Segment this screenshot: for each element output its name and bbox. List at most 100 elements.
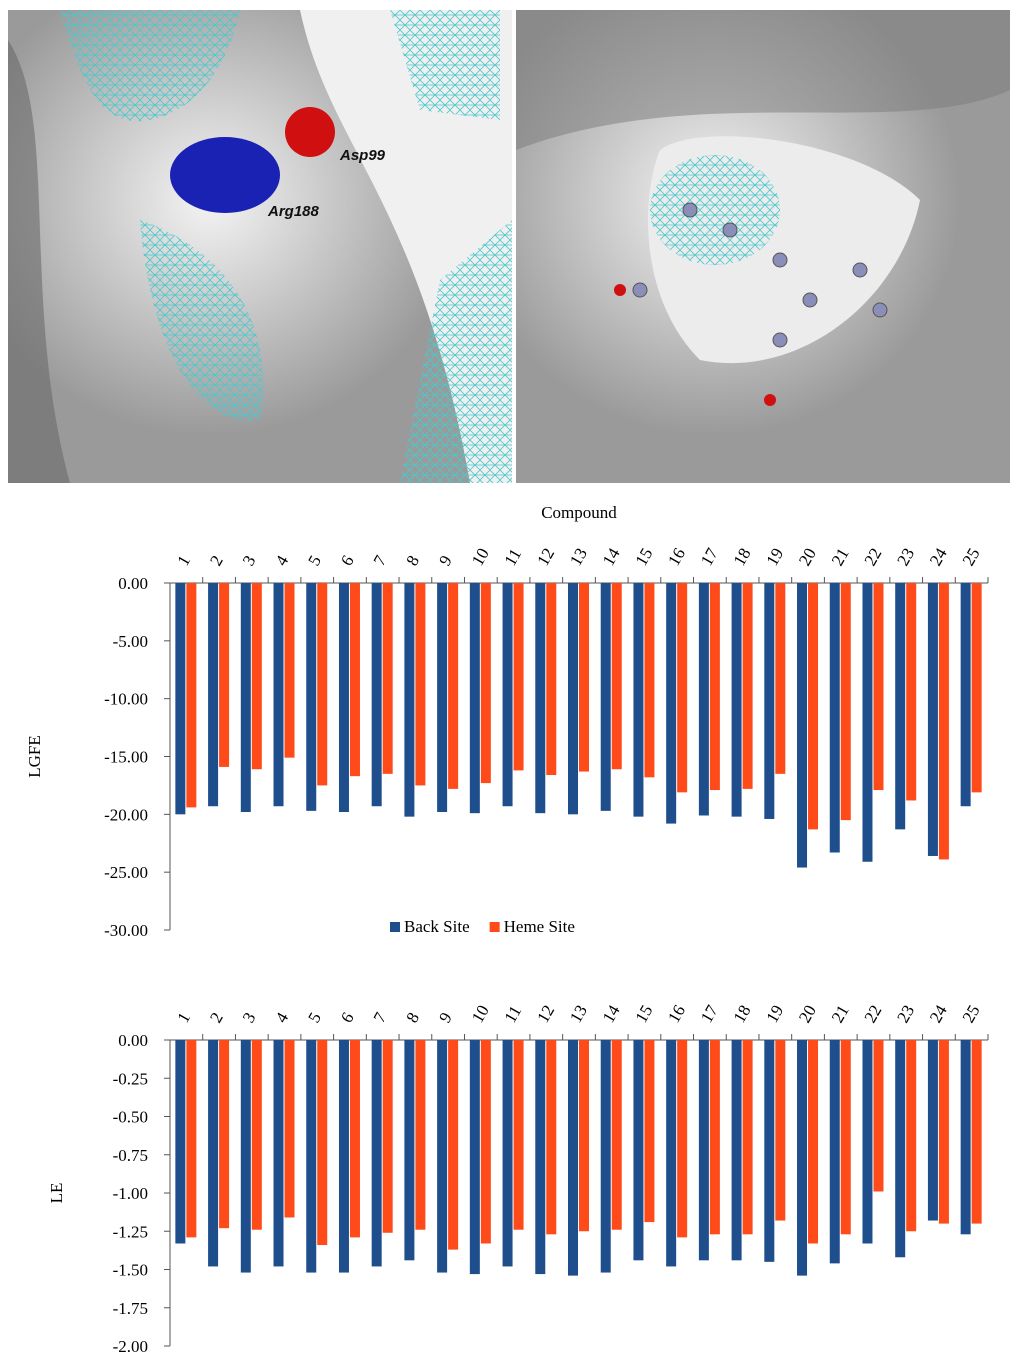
- x-tick-label: 16: [664, 1002, 689, 1026]
- legend-label: Back Site: [404, 917, 470, 936]
- bar: [404, 583, 415, 817]
- bar: [306, 583, 317, 811]
- y-axis-title: LE: [47, 1183, 66, 1204]
- bar: [873, 583, 884, 791]
- bar: [895, 583, 906, 830]
- bar: [306, 1040, 317, 1273]
- x-tick-label: 14: [599, 1001, 624, 1026]
- bar: [666, 1040, 677, 1267]
- x-tick-label: 12: [533, 1002, 558, 1026]
- x-tick-label: 4: [272, 1009, 293, 1026]
- bar: [808, 583, 819, 830]
- bar: [480, 583, 491, 784]
- bar: [873, 1040, 884, 1192]
- bar: [502, 583, 513, 807]
- y-tick-label: -5.00: [113, 632, 148, 651]
- bar: [317, 1040, 328, 1246]
- y-tick-label: -10.00: [104, 690, 148, 709]
- bar: [862, 583, 873, 862]
- y-tick-label: -25.00: [104, 863, 148, 882]
- x-axis-title: Compound: [541, 503, 617, 522]
- bar: [644, 583, 655, 778]
- bar: [579, 583, 589, 772]
- bar: [437, 1040, 448, 1273]
- bar: [208, 583, 219, 807]
- x-tick-label: 6: [337, 1009, 358, 1026]
- bar: [240, 583, 251, 813]
- bar: [546, 583, 557, 776]
- x-tick-label: 15: [631, 545, 656, 569]
- right-panel: [516, 10, 1010, 483]
- bar: [186, 1040, 197, 1238]
- x-tick-label: 10: [468, 545, 493, 569]
- y-tick-label: -1.75: [113, 1299, 148, 1318]
- x-tick-label: 24: [926, 1001, 951, 1026]
- x-tick-label: 12: [533, 545, 558, 569]
- bar: [971, 583, 982, 793]
- bar: [371, 583, 382, 807]
- bar: [764, 1040, 775, 1262]
- x-tick-label: 25: [959, 1002, 984, 1026]
- bar: [513, 583, 524, 771]
- x-tick-label: 6: [337, 552, 358, 569]
- x-tick-label: 3: [239, 1009, 260, 1026]
- bar: [633, 583, 644, 817]
- bar: [208, 1040, 219, 1267]
- bar: [186, 583, 197, 808]
- x-tick-label: 24: [926, 544, 951, 569]
- bar: [349, 1040, 360, 1238]
- bar: [382, 1040, 393, 1233]
- bar: [742, 583, 753, 789]
- bar: [644, 1040, 655, 1223]
- bar: [284, 1040, 295, 1218]
- x-tick-label: 8: [402, 552, 423, 569]
- bar: [502, 1040, 513, 1267]
- x-tick-label: 7: [370, 552, 391, 569]
- bar: [797, 583, 808, 868]
- x-tick-label: 17: [697, 1001, 722, 1026]
- bar: [251, 583, 262, 770]
- bar: [938, 1040, 949, 1224]
- bar: [797, 1040, 808, 1276]
- bar: [240, 1040, 251, 1273]
- bar: [808, 1040, 819, 1244]
- x-tick-label: 11: [501, 545, 526, 569]
- bar: [546, 1040, 557, 1235]
- x-tick-label: 8: [402, 1009, 423, 1026]
- bar: [600, 1040, 611, 1273]
- x-tick-label: 25: [959, 545, 984, 569]
- bar: [709, 583, 720, 791]
- bar: [415, 583, 426, 786]
- bar: [600, 583, 611, 811]
- x-tick-label: 18: [730, 545, 755, 569]
- bar: [938, 583, 949, 860]
- bar: [698, 1040, 709, 1261]
- x-tick-label: 4: [272, 552, 293, 569]
- bar: [840, 583, 851, 821]
- x-tick-label: 22: [860, 1002, 885, 1026]
- bar: [338, 583, 349, 813]
- legend-swatch: [390, 922, 400, 932]
- bar: [535, 583, 546, 814]
- x-tick-label: 16: [664, 545, 689, 569]
- residue-label: Asp99: [339, 147, 386, 164]
- bar: [840, 1040, 851, 1235]
- bar: [698, 583, 709, 816]
- bar: [895, 1040, 906, 1258]
- bar: [677, 583, 688, 793]
- bar: [775, 583, 786, 774]
- x-tick-label: 17: [697, 544, 722, 569]
- bar: [382, 583, 393, 774]
- legend-label: Heme Site: [504, 917, 575, 936]
- bar: [338, 1040, 349, 1273]
- bar: [960, 1040, 971, 1235]
- legend-swatch: [489, 922, 500, 932]
- bar: [175, 583, 186, 815]
- bar: [906, 583, 917, 801]
- y-tick-label: -20.00: [104, 805, 148, 824]
- bar: [513, 1040, 524, 1230]
- bar: [677, 1040, 688, 1238]
- bar: [927, 583, 938, 856]
- bar: [862, 1040, 873, 1244]
